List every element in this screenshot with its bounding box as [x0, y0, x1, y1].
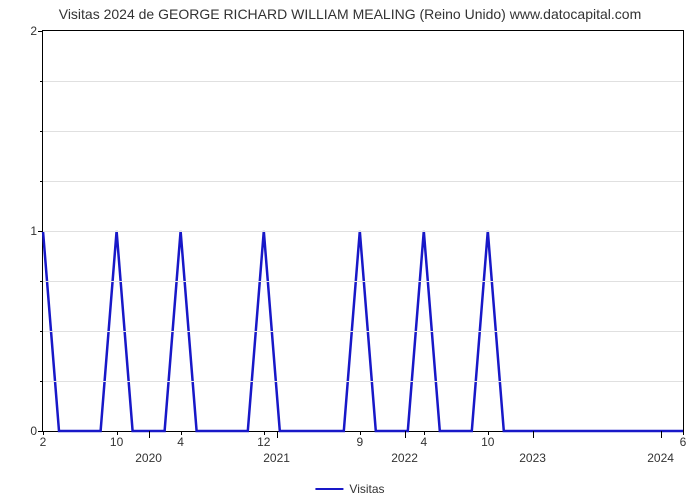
- y-minor-tick: [40, 131, 43, 132]
- x-year-tick: [277, 431, 278, 438]
- x-tick-mark: [43, 431, 44, 435]
- grid-line: [43, 381, 683, 382]
- grid-line: [43, 231, 683, 232]
- y-tick-mark: [38, 31, 43, 32]
- legend-label: Visitas: [349, 482, 384, 496]
- grid-line: [43, 81, 683, 82]
- chart-container: Visitas 2024 de GEORGE RICHARD WILLIAM M…: [0, 0, 700, 500]
- plot-area: 0122104129410620202021202220232024: [42, 30, 684, 432]
- y-minor-tick: [40, 181, 43, 182]
- x-year-tick: [405, 431, 406, 438]
- x-year-tick: [533, 431, 534, 438]
- legend: Visitas: [315, 482, 384, 496]
- y-minor-tick: [40, 81, 43, 82]
- grid-line: [43, 131, 683, 132]
- grid-line: [43, 281, 683, 282]
- x-tick-mark: [683, 431, 684, 435]
- x-tick-mark: [488, 431, 489, 435]
- legend-swatch: [315, 488, 343, 490]
- x-tick-mark: [424, 431, 425, 435]
- x-year-tick: [661, 431, 662, 438]
- y-minor-tick: [40, 331, 43, 332]
- y-minor-tick: [40, 381, 43, 382]
- x-tick-mark: [117, 431, 118, 435]
- chart-title: Visitas 2024 de GEORGE RICHARD WILLIAM M…: [0, 0, 700, 22]
- x-year-tick: [149, 431, 150, 438]
- grid-line: [43, 181, 683, 182]
- y-tick-mark: [38, 231, 43, 232]
- grid-line: [43, 331, 683, 332]
- y-minor-tick: [40, 281, 43, 282]
- x-tick-mark: [360, 431, 361, 435]
- x-tick-mark: [181, 431, 182, 435]
